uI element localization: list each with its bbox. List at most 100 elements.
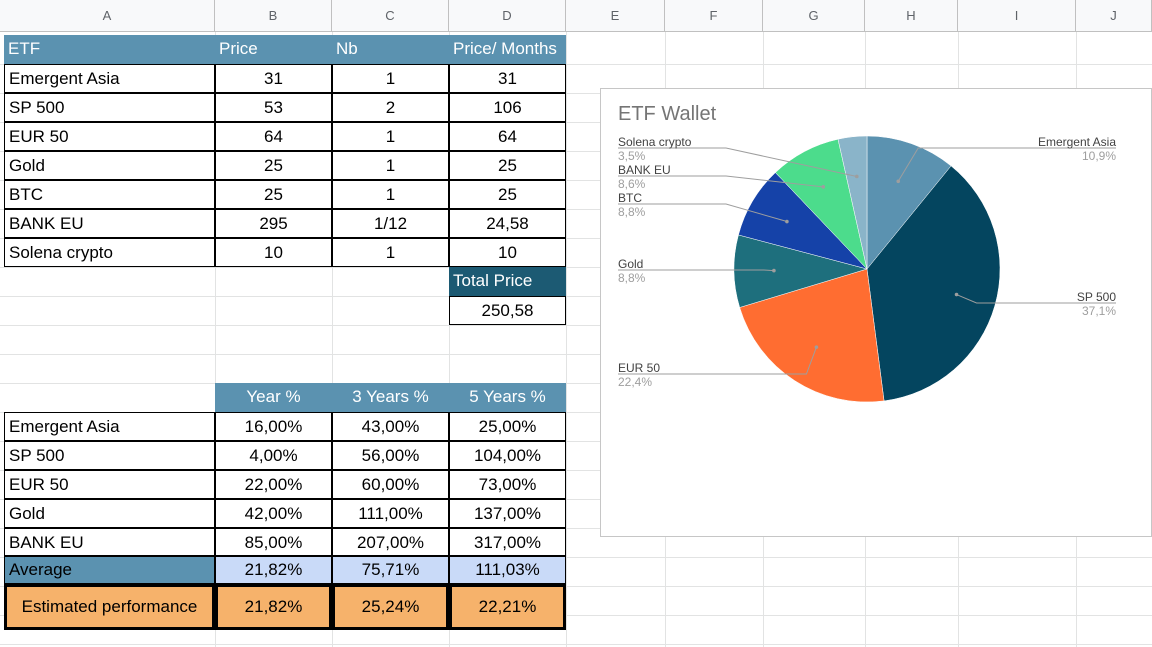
etf-cell[interactable]: 25 — [449, 151, 566, 180]
etf-cell[interactable]: 295 — [215, 209, 332, 238]
perf-cell[interactable]: 43,00% — [332, 412, 449, 441]
etf-cell[interactable]: Emergent Asia — [4, 64, 215, 93]
grid-line — [0, 354, 1152, 355]
perf-header-5years[interactable]: 5 Years % — [449, 383, 566, 412]
etf-cell[interactable]: 1 — [332, 122, 449, 151]
perf-cell[interactable]: 56,00% — [332, 441, 449, 470]
etf-cell[interactable]: EUR 50 — [4, 122, 215, 151]
etf-cell[interactable]: BTC — [4, 180, 215, 209]
column-header-j[interactable]: J — [1076, 0, 1152, 32]
slice-label: BANK EU — [618, 163, 671, 177]
etf-cell[interactable]: SP 500 — [4, 93, 215, 122]
perf-cell[interactable]: 111,00% — [332, 499, 449, 528]
etf-cell[interactable]: 64 — [215, 122, 332, 151]
average-5years[interactable]: 111,03% — [449, 556, 566, 584]
column-header-b[interactable]: B — [215, 0, 332, 32]
etf-cell[interactable]: Gold — [4, 151, 215, 180]
etf-cell[interactable]: BANK EU — [4, 209, 215, 238]
perf-header-year[interactable]: Year % — [215, 383, 332, 412]
average-year[interactable]: 21,82% — [215, 556, 332, 584]
perf-cell[interactable]: 25,00% — [449, 412, 566, 441]
column-header-e[interactable]: E — [566, 0, 665, 32]
etf-wallet-chart[interactable]: ETF Wallet Emergent Asia 10,9% SP 500 37,1% E… — [600, 88, 1152, 537]
pie-slice-solena-crypto[interactable] — [837, 135, 868, 270]
etf-cell[interactable]: 1 — [332, 151, 449, 180]
column-header-i[interactable]: I — [958, 0, 1076, 32]
total-price-label[interactable]: Total Price — [449, 267, 566, 296]
perf-cell[interactable]: 317,00% — [449, 528, 566, 556]
perf-cell[interactable]: 22,00% — [215, 470, 332, 499]
perf-cell[interactable]: 16,00% — [215, 412, 332, 441]
etf-cell[interactable]: 31 — [215, 64, 332, 93]
pie-slice-emergent-asia[interactable] — [866, 135, 952, 270]
perf-cell[interactable]: EUR 50 — [4, 470, 215, 499]
grid-line — [0, 151, 1152, 152]
etf-cell[interactable]: 31 — [449, 64, 566, 93]
perf-cell[interactable]: 207,00% — [332, 528, 449, 556]
perf-cell[interactable]: 4,00% — [215, 441, 332, 470]
grid-line — [332, 32, 333, 647]
estimated-performance-label[interactable]: Estimated performance — [4, 584, 215, 630]
pie-slice-sp-500[interactable] — [866, 165, 1001, 402]
estimated-year[interactable]: 21,82% — [215, 584, 332, 630]
etf-cell[interactable]: 10 — [449, 238, 566, 267]
etf-cell[interactable]: 25 — [449, 180, 566, 209]
etf-cell[interactable]: 1 — [332, 64, 449, 93]
average-label[interactable]: Average — [4, 556, 215, 584]
leader-line — [618, 269, 774, 272]
slice-label: Emergent Asia — [1038, 135, 1116, 149]
etf-cell[interactable]: 1/12 — [332, 209, 449, 238]
perf-header-3years[interactable]: 3 Years % — [332, 383, 449, 412]
perf-cell[interactable]: SP 500 — [4, 441, 215, 470]
etf-cell[interactable]: 106 — [449, 93, 566, 122]
perf-cell[interactable]: Gold — [4, 499, 215, 528]
etf-cell[interactable]: Solena crypto — [4, 238, 215, 267]
etf-cell[interactable]: 25 — [215, 180, 332, 209]
etf-cell[interactable]: 1 — [332, 238, 449, 267]
etf-cell[interactable]: 24,58 — [449, 209, 566, 238]
column-header-a[interactable]: A — [0, 0, 215, 32]
etf-cell[interactable]: 10 — [215, 238, 332, 267]
slice-percent: 22,4% — [618, 375, 652, 389]
etf-header-price[interactable]: Price — [215, 35, 332, 64]
grid-line — [566, 32, 567, 647]
perf-cell[interactable]: BANK EU — [4, 528, 215, 556]
column-header-f[interactable]: F — [665, 0, 763, 32]
slice-percent: 3,5% — [618, 149, 646, 163]
etf-cell[interactable]: 25 — [215, 151, 332, 180]
leader-dot — [785, 219, 789, 224]
column-header-g[interactable]: G — [763, 0, 865, 32]
column-header-h[interactable]: H — [865, 0, 958, 32]
perf-cell[interactable]: 104,00% — [449, 441, 566, 470]
perf-cell[interactable]: 42,00% — [215, 499, 332, 528]
perf-cell[interactable]: 60,00% — [332, 470, 449, 499]
grid-line — [0, 644, 1152, 645]
column-header-c[interactable]: C — [332, 0, 449, 32]
etf-header-price-months[interactable]: Price/ Months — [449, 35, 566, 64]
etf-header-etf[interactable]: ETF — [4, 35, 215, 64]
column-header-d[interactable]: D — [449, 0, 566, 32]
estimated-3years[interactable]: 25,24% — [332, 584, 449, 630]
estimated-5years[interactable]: 22,21% — [449, 584, 566, 630]
leader-dot — [814, 345, 819, 349]
leader-dot — [954, 292, 959, 297]
pie-slice-eur-50[interactable] — [739, 268, 885, 403]
leader-line — [618, 203, 788, 223]
grid-line — [0, 412, 1152, 413]
total-price-value[interactable]: 250,58 — [449, 296, 566, 325]
grid-line — [0, 180, 1152, 181]
average-3years[interactable]: 75,71% — [332, 556, 449, 584]
grid-line — [0, 93, 1152, 94]
grid-line — [0, 586, 1152, 587]
perf-cell[interactable]: 85,00% — [215, 528, 332, 556]
perf-cell[interactable]: Emergent Asia — [4, 412, 215, 441]
etf-cell[interactable]: 53 — [215, 93, 332, 122]
perf-cell[interactable]: 137,00% — [449, 499, 566, 528]
etf-cell[interactable]: 1 — [332, 180, 449, 209]
etf-header-nb[interactable]: Nb — [332, 35, 449, 64]
etf-cell[interactable]: 2 — [332, 93, 449, 122]
etf-cell[interactable]: 64 — [449, 122, 566, 151]
perf-cell[interactable]: 73,00% — [449, 470, 566, 499]
